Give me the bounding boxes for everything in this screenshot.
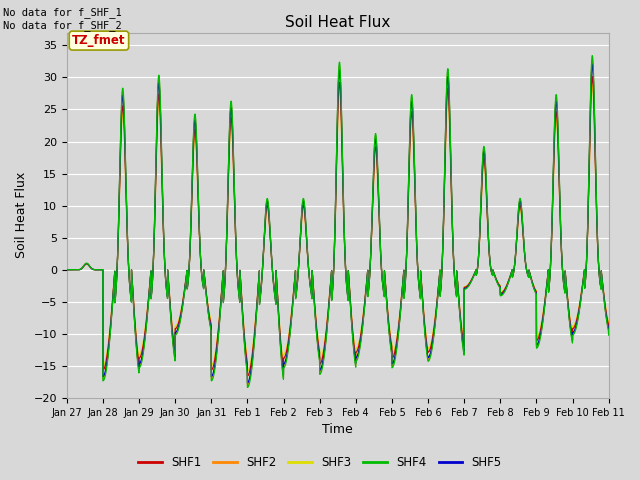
SHF1 — [244, 373, 252, 379]
SHF5 — [605, 330, 612, 336]
Text: TZ_fmet: TZ_fmet — [72, 34, 125, 47]
SHF4 — [317, 369, 325, 374]
SHF5 — [460, 343, 467, 348]
SHF1 — [160, 248, 168, 254]
Text: No data for f_SHF_1
No data for f_SHF_2: No data for f_SHF_1 No data for f_SHF_2 — [3, 7, 122, 31]
SHF5 — [490, 270, 498, 276]
SHF4 — [63, 267, 70, 273]
SHF5 — [317, 364, 325, 370]
SHF5 — [429, 336, 437, 342]
SHF3 — [160, 249, 168, 255]
X-axis label: Time: Time — [323, 423, 353, 436]
SHF4 — [460, 346, 467, 352]
SHF3 — [588, 82, 596, 88]
Line: SHF4: SHF4 — [67, 56, 609, 387]
SHF3 — [244, 368, 252, 374]
Title: Soil Heat Flux: Soil Heat Flux — [285, 15, 390, 30]
Line: SHF2: SHF2 — [67, 60, 609, 385]
SHF3 — [460, 335, 467, 341]
SHF4 — [604, 326, 612, 332]
SHF2 — [63, 267, 70, 273]
SHF1 — [460, 338, 467, 344]
SHF5 — [588, 61, 596, 67]
SHF1 — [490, 270, 498, 276]
SHF4 — [490, 270, 498, 276]
Y-axis label: Soil Heat Flux: Soil Heat Flux — [15, 172, 28, 258]
SHF3 — [429, 329, 437, 335]
SHF4 — [244, 384, 252, 390]
SHF2 — [429, 337, 437, 343]
Legend: SHF1, SHF2, SHF3, SHF4, SHF5: SHF1, SHF2, SHF3, SHF4, SHF5 — [134, 452, 506, 474]
SHF4 — [588, 53, 596, 59]
SHF1 — [429, 332, 437, 337]
SHF1 — [588, 74, 596, 80]
SHF4 — [429, 339, 437, 345]
SHF2 — [604, 325, 612, 331]
SHF4 — [605, 332, 612, 338]
Line: SHF1: SHF1 — [67, 77, 609, 376]
SHF4 — [160, 246, 168, 252]
SHF1 — [63, 267, 70, 273]
SHF3 — [604, 318, 612, 324]
SHF3 — [605, 323, 612, 329]
SHF1 — [317, 359, 325, 364]
SHF2 — [317, 367, 325, 372]
SHF5 — [160, 247, 168, 253]
Line: SHF5: SHF5 — [67, 64, 609, 383]
SHF2 — [460, 344, 467, 350]
SHF3 — [63, 267, 70, 273]
SHF2 — [605, 331, 612, 336]
SHF5 — [604, 324, 612, 329]
SHF3 — [490, 270, 498, 276]
SHF5 — [244, 380, 252, 385]
SHF3 — [317, 355, 325, 360]
SHF2 — [588, 57, 596, 63]
SHF2 — [490, 270, 498, 276]
SHF5 — [63, 267, 70, 273]
SHF1 — [605, 326, 612, 332]
SHF2 — [160, 247, 168, 252]
SHF1 — [604, 320, 612, 326]
Line: SHF3: SHF3 — [67, 85, 609, 371]
SHF2 — [244, 382, 252, 388]
